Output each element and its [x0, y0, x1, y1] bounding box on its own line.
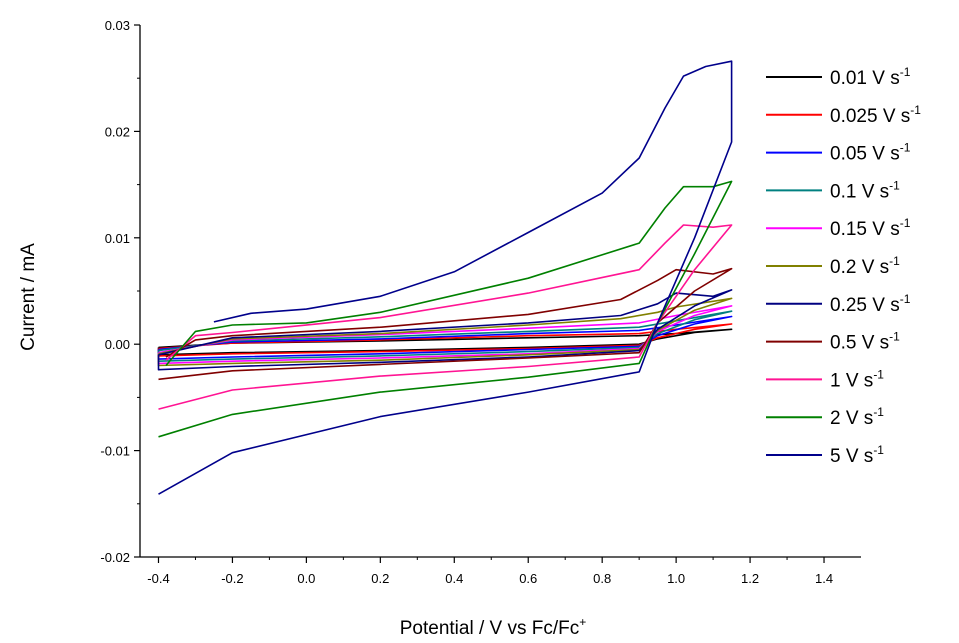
series-line-4: [157, 305, 733, 365]
x-tick-label-7: 1.0: [667, 571, 685, 586]
x-axis-title-sup: +: [579, 615, 586, 629]
legend-label-sup-4: -1: [900, 216, 911, 230]
x-tick-label-8: 1.2: [741, 571, 759, 586]
x-tick-label-6: 0.8: [593, 571, 611, 586]
legend-label-5: 0.2 V s-1: [830, 254, 900, 278]
legend-label-9: 2 V s-1: [830, 405, 884, 429]
y-tick-label-5: 0.03: [105, 18, 130, 33]
y-tick-label-2: 0.00: [105, 337, 130, 352]
x-tick-label-1: -0.2: [221, 571, 243, 586]
legend-label-text-10: 5 V s: [830, 446, 873, 467]
legend-label-text-2: 0.05 V s: [830, 144, 900, 165]
legend-label-text-4: 0.15 V s: [830, 219, 900, 240]
legend-label-10: 5 V s-1: [830, 443, 884, 467]
series-line-5: [157, 297, 733, 367]
legend-label-sup-7: -1: [889, 330, 900, 344]
plot-series-group: [157, 60, 733, 495]
x-tick-label-4: 0.4: [445, 571, 463, 586]
y-axis-title: Current / mA: [18, 243, 39, 351]
x-axis-title: Potential / V vs Fc/Fc+: [400, 615, 587, 639]
series-line-2: [157, 315, 733, 360]
axes-group: -0.4 -0.2 0.0 0.2 0.4 0.6 0.8 1.0 1.2 1.4 -0.02 -0.…: [100, 18, 861, 586]
series-line-3: [157, 310, 733, 362]
legend-label-text-3: 0.1 V s: [830, 181, 889, 202]
series-line-8: [158, 224, 733, 410]
legend-label-sup-6: -1: [900, 292, 911, 306]
legend-label-1: 0.025 V s-1: [830, 103, 921, 127]
legend-label-4: 0.15 V s-1: [830, 216, 911, 240]
legend-label-sup-0: -1: [900, 65, 911, 79]
legend: 0.01 V s-10.025 V s-10.05 V s-10.1 V s-1…: [766, 65, 921, 467]
legend-label-2: 0.05 V s-1: [830, 141, 911, 165]
x-tick-label-0: -0.4: [147, 571, 169, 586]
series-line-1: [157, 323, 733, 357]
x-tick-label-5: 0.6: [519, 571, 537, 586]
legend-label-text-9: 2 V s: [830, 408, 873, 429]
y-tick-label-3: 0.01: [105, 231, 130, 246]
legend-label-text-5: 0.2 V s: [830, 257, 889, 278]
legend-label-8: 1 V s-1: [830, 367, 884, 391]
legend-label-7: 0.5 V s-1: [830, 330, 900, 354]
series-line-9: [158, 180, 733, 438]
legend-label-0: 0.01 V s-1: [830, 65, 911, 89]
legend-label-6: 0.25 V s-1: [830, 292, 911, 316]
legend-label-sup-9: -1: [873, 405, 884, 419]
y-tick-label-1: -0.01: [100, 444, 130, 459]
series-line-7: [158, 267, 733, 381]
legend-label-sup-3: -1: [889, 178, 900, 192]
x-tick-label-2: 0.0: [297, 571, 315, 586]
y-tick-label-4: 0.02: [105, 124, 130, 139]
series-line-10: [158, 60, 733, 495]
y-tick-label-0: -0.02: [100, 550, 130, 565]
legend-label-text-7: 0.5 V s: [830, 333, 889, 354]
legend-label-sup-2: -1: [900, 141, 911, 155]
legend-label-3: 0.1 V s-1: [830, 178, 900, 202]
legend-label-text-1: 0.025 V s: [830, 106, 910, 127]
legend-label-sup-1: -1: [910, 103, 921, 117]
x-tick-label-3: 0.2: [371, 571, 389, 586]
legend-label-text-8: 1 V s: [830, 370, 873, 391]
x-axis-title-text: Potential / V vs Fc/Fc: [400, 618, 580, 639]
legend-label-text-0: 0.01 V s: [830, 68, 900, 89]
x-tick-label-9: 1.4: [815, 571, 833, 586]
legend-label-sup-8: -1: [873, 367, 884, 381]
series-line-6: [157, 289, 733, 371]
legend-label-sup-10: -1: [873, 443, 884, 457]
legend-label-sup-5: -1: [889, 254, 900, 268]
legend-label-text-6: 0.25 V s: [830, 295, 900, 316]
series-line-0: [157, 328, 733, 356]
